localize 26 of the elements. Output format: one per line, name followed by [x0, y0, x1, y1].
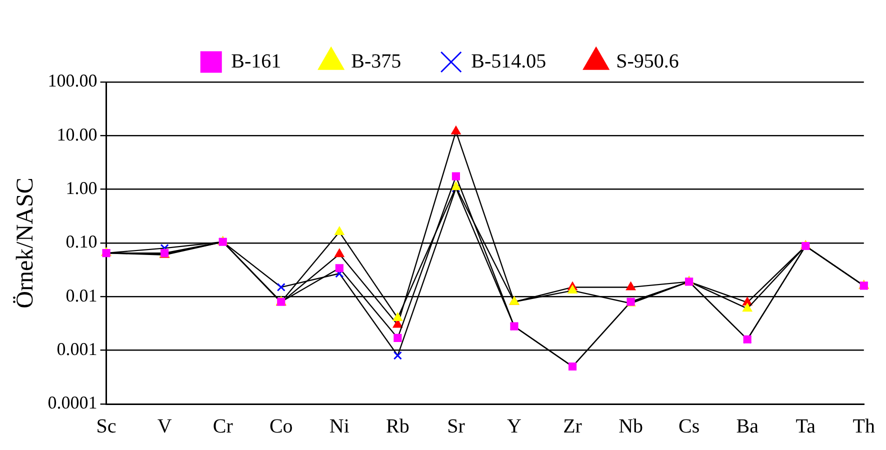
x-tick-label: Zr: [563, 415, 582, 438]
x-tick-label: Nb: [618, 415, 644, 438]
x-tick-label: Y: [507, 415, 522, 438]
x-tick-label: Cs: [678, 415, 700, 438]
y-tick-label: 1.00: [66, 178, 98, 198]
x-tick-label: Sr: [447, 415, 466, 438]
x-tick-label: V: [157, 415, 172, 438]
x-tick-label: Ni: [329, 415, 350, 438]
y-tick-label: 0.0001: [48, 392, 98, 413]
x-tick-label: Ba: [736, 415, 759, 438]
y-tick-label: 100.00: [48, 70, 98, 91]
y-tick-label: 10.00: [56, 124, 98, 144]
x-tick-label: Co: [269, 415, 293, 438]
legend-label: B-161: [231, 50, 282, 72]
y-axis-title: Örnek/NASC: [12, 178, 39, 308]
legend-label: B-375: [351, 50, 402, 72]
x-tick-label: Sc: [96, 415, 116, 438]
y-tick-label: 0.10: [66, 232, 98, 252]
legend-label: B-514.05: [471, 50, 546, 72]
x-tick-label: Ta: [796, 415, 816, 438]
y-tick-label: 0.001: [56, 339, 98, 360]
x-tick-label: Rb: [386, 415, 410, 438]
legend-label: S-950.6: [616, 50, 679, 72]
x-tick-label: Th: [852, 415, 875, 438]
y-tick-label: 0.01: [66, 285, 98, 306]
x-tick-label: Cr: [212, 415, 234, 438]
